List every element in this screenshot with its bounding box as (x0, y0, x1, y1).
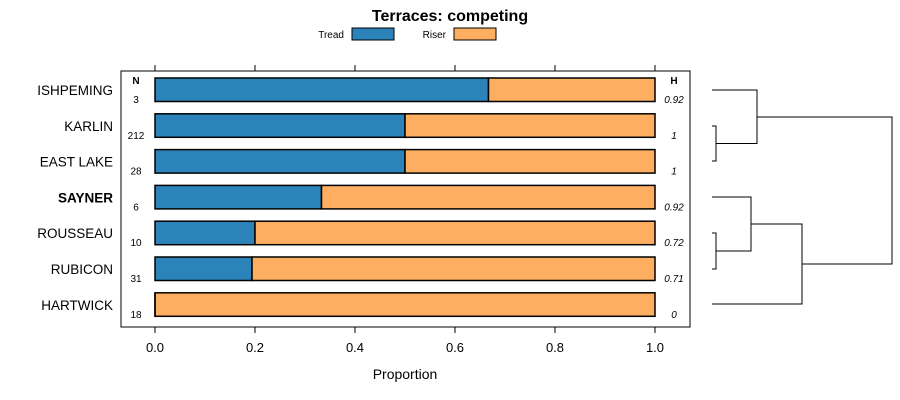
n-value: 31 (130, 274, 142, 285)
bar-tread-east-lake (154, 148, 406, 174)
dendrogram-branch-root (757, 116, 893, 265)
legend-label-riser: Riser (423, 30, 447, 41)
h-header: H (670, 76, 677, 87)
category-label: SAYNER (58, 190, 113, 205)
row-labels-group: ISHPEMING 3 0.92 KARLIN 212 1 EAST LAKE 28 1 SAYN… (37, 83, 684, 321)
category-label: RUBICON (51, 262, 113, 277)
h-value: 1 (671, 131, 677, 142)
bar-riser-rubicon (251, 256, 656, 282)
dendrogram-branch-sayner (712, 196, 752, 252)
plot-frame (120, 70, 691, 328)
category-label: HARTWICK (41, 298, 113, 313)
n-value: 212 (128, 131, 145, 142)
x-axis-label: Proportion (373, 366, 438, 382)
bar-tread-sayner (154, 184, 323, 210)
dendrogram-branch-ishpeming (712, 89, 758, 144)
bar-riser-rousseau (254, 220, 656, 246)
bar-riser-sayner (320, 184, 656, 210)
x-tick-label: 0.4 (346, 340, 364, 355)
h-value: 0.92 (664, 95, 684, 106)
x-tick-label: 0.0 (146, 340, 164, 355)
category-label: EAST LAKE (40, 155, 113, 170)
bar-riser-ishpeming (487, 77, 656, 103)
x-axis: 0.0 0.2 0.4 0.6 0.8 1.0 (146, 65, 664, 355)
n-value: 28 (130, 167, 142, 178)
bar-riser-hartwick (154, 292, 656, 318)
category-label: KARLIN (64, 119, 113, 134)
h-value: 1 (671, 167, 677, 178)
bar-riser-east-lake (404, 148, 656, 174)
bar-tread-rubicon (154, 256, 253, 282)
n-value: 10 (130, 238, 142, 249)
h-value: 0.92 (664, 202, 684, 213)
h-value: 0.71 (664, 274, 683, 285)
legend-label-tread: Tread (318, 30, 344, 41)
n-value: 6 (133, 202, 139, 213)
n-header: N (132, 76, 139, 87)
x-tick-label: 0.6 (446, 340, 464, 355)
bar-tread-rousseau (154, 220, 256, 246)
chart-title: Terraces: competing (372, 8, 528, 25)
h-value: 0 (671, 310, 677, 321)
category-label: ROUSSEAU (37, 226, 113, 241)
n-value: 18 (130, 310, 142, 321)
dendrogram-branch-karlin-eastlake (712, 125, 717, 162)
x-tick-label: 1.0 (646, 340, 664, 355)
n-value: 3 (133, 95, 139, 106)
legend-swatch-riser (453, 27, 497, 41)
bar-riser-karlin (404, 113, 656, 139)
category-label: ISHPEMING (37, 83, 113, 98)
legend-swatch-tread (351, 27, 395, 41)
dendrogram (712, 89, 893, 305)
h-value: 0.72 (664, 238, 684, 249)
bar-tread-karlin (154, 113, 406, 139)
x-tick-label: 0.8 (546, 340, 564, 355)
dendrogram-branch-hartwick (712, 223, 803, 305)
dendrogram-branch-rousseau-rubicon (712, 232, 717, 270)
legend: Tread Riser (318, 27, 497, 41)
bar-tread-ishpeming (154, 77, 490, 103)
x-tick-label: 0.2 (246, 340, 264, 355)
bars-group (154, 77, 656, 318)
